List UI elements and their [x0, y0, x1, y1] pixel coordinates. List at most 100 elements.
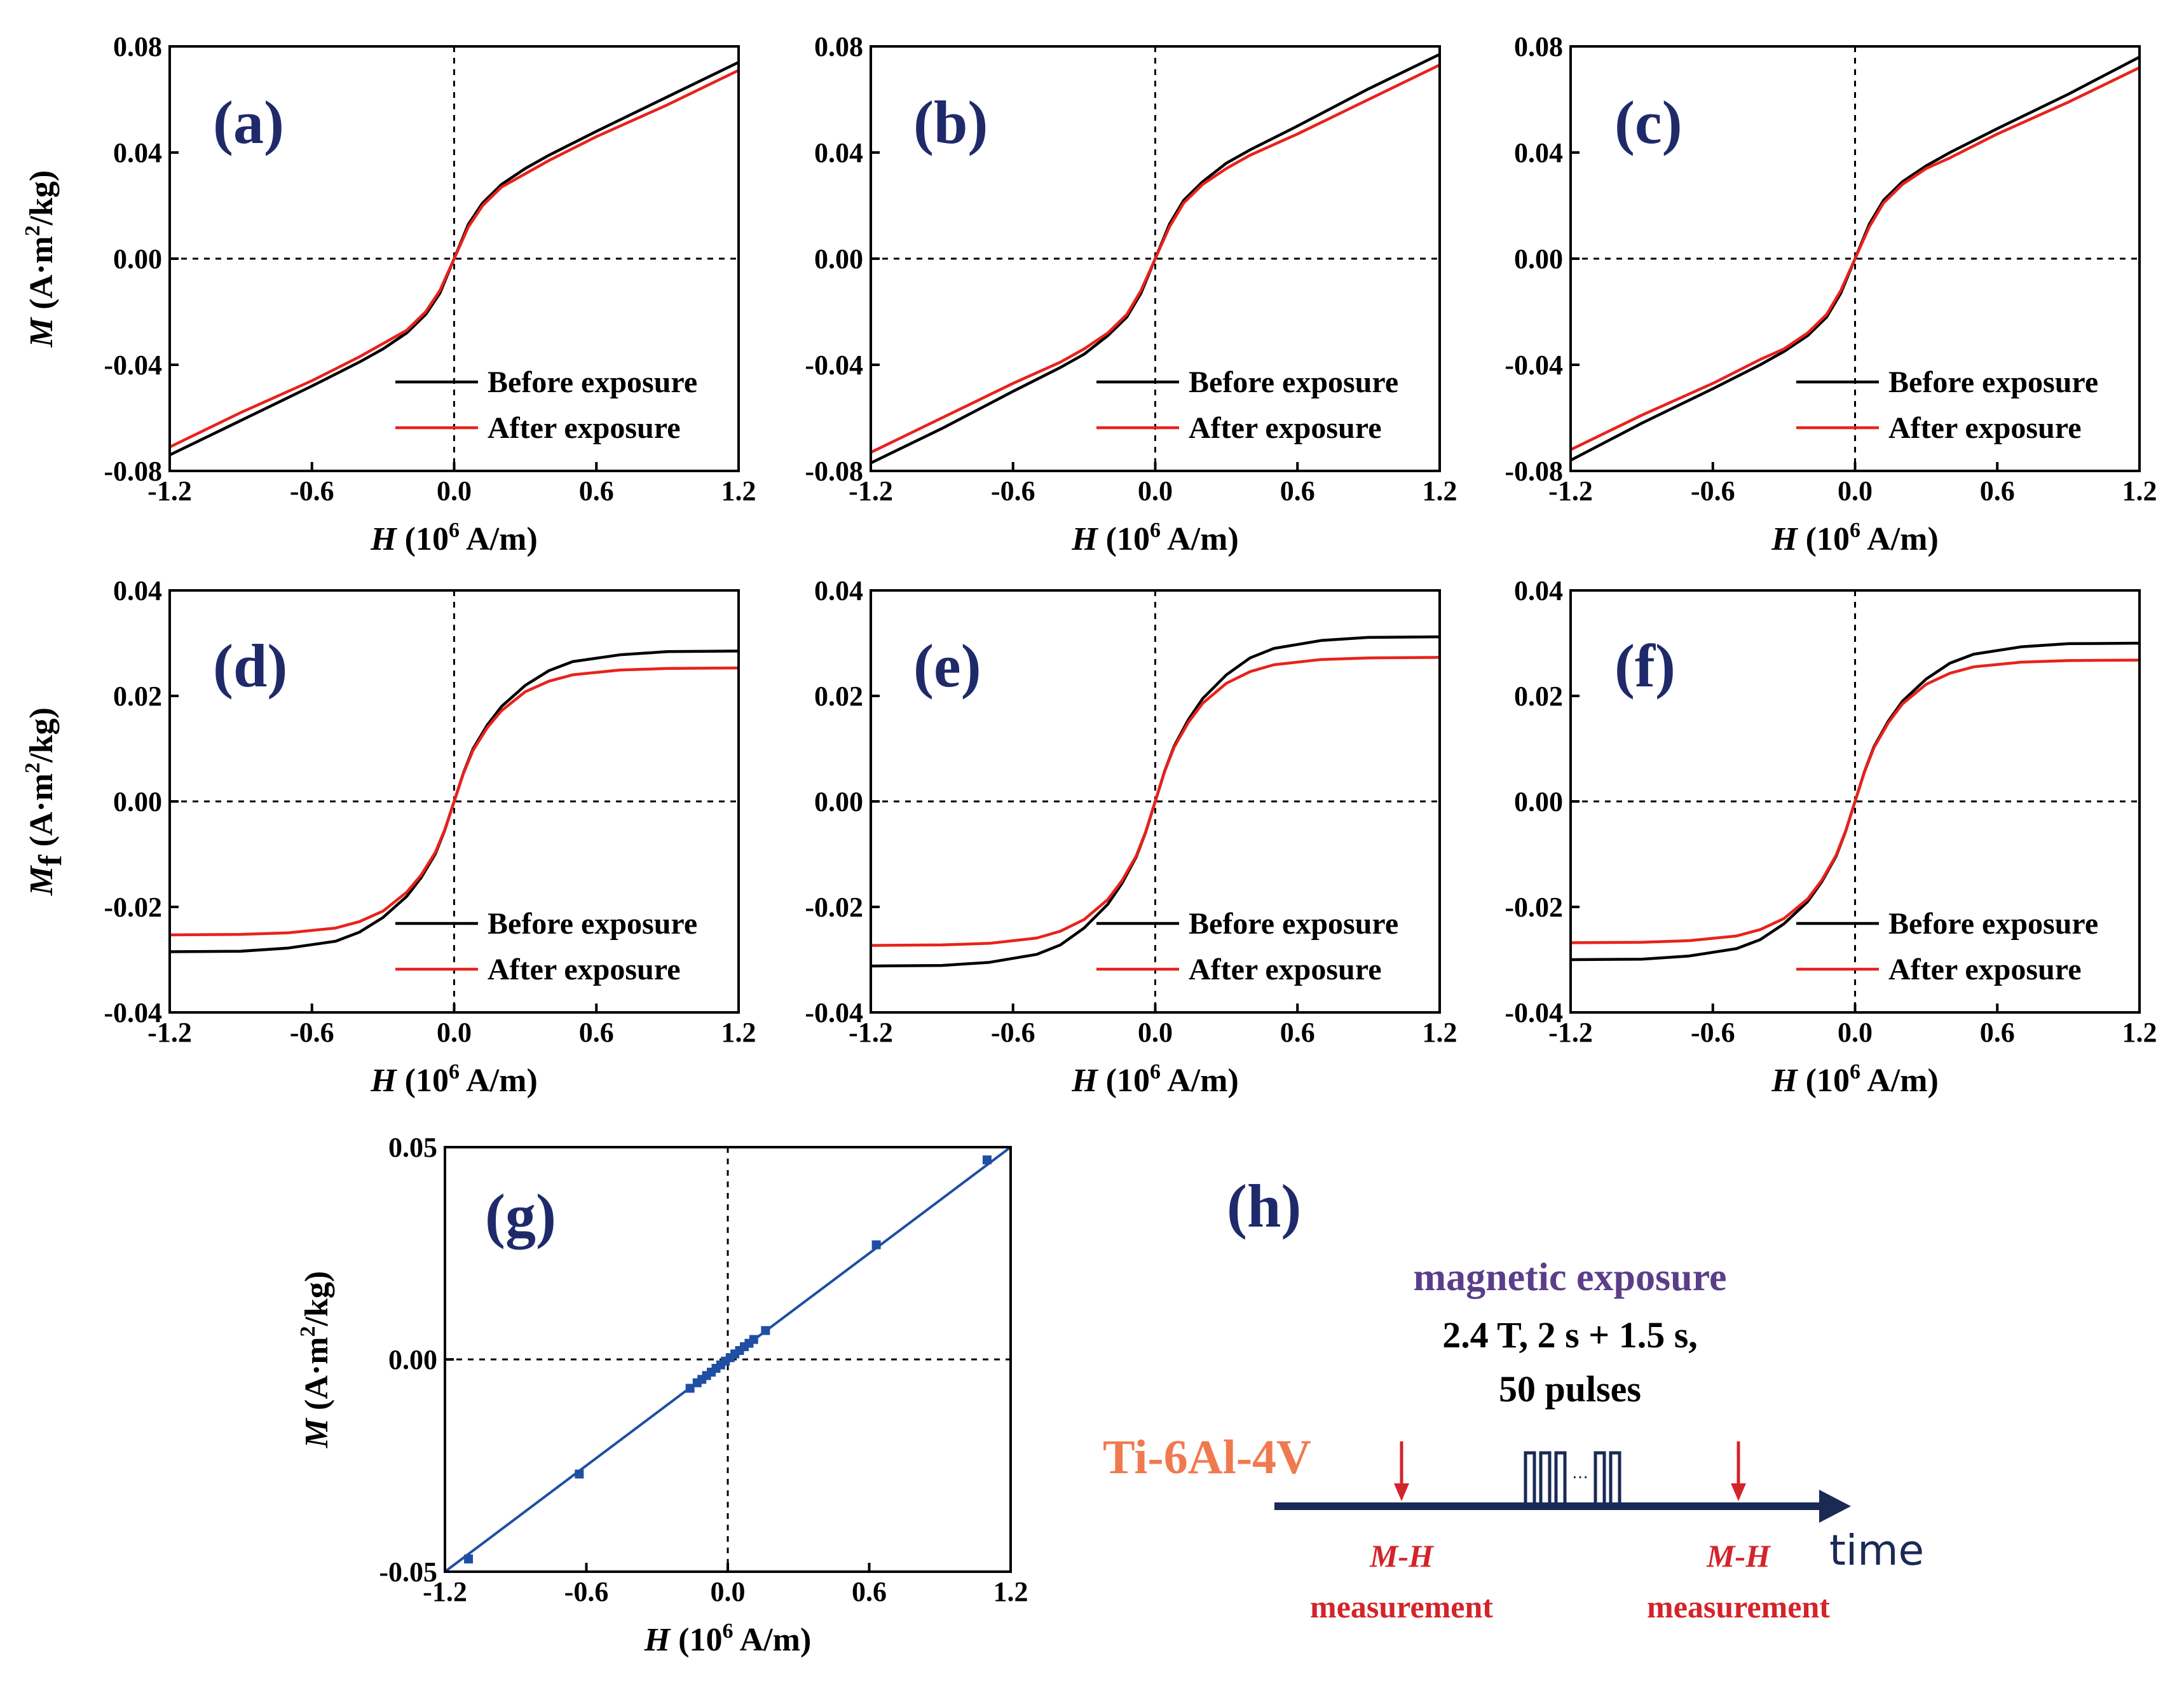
panel-label: (e) [913, 632, 981, 700]
y-tick-label: -0.04 [805, 350, 863, 381]
x-axis-exponent: 6 [1850, 1060, 1860, 1084]
plot-frame [870, 589, 1441, 1014]
y-tick-label: 0.00 [814, 786, 863, 817]
x-tick-label: -0.6 [991, 1017, 1035, 1048]
x-tick-label: 0.0 [437, 1017, 472, 1048]
y-tick-label: -0.04 [104, 997, 162, 1028]
chart-panel: -1.2 -0.6 0.0 0.6 1.2 -0.04 -0.02 0.00 0.02 0.04 B… [21, 575, 756, 1099]
legend: Before exposure After exposure [1796, 365, 2098, 445]
x-tick-label: -0.6 [1691, 475, 1735, 507]
y-tick-label: 0.00 [1514, 243, 1563, 275]
x-axis-unit: (10 [397, 1063, 449, 1099]
exposure-parameters: 2.4 T, 2 s + 1.5 s, [1442, 1314, 1698, 1356]
y-axis-unit-tail: /kg) [24, 170, 60, 226]
y-axis-exponent: 2 [21, 763, 44, 773]
legend: Before exposure After exposure [1796, 907, 2098, 986]
data-point [871, 1240, 881, 1249]
panel-label: (g) [485, 1181, 556, 1249]
time-label: time [1829, 1526, 1924, 1575]
y-tick-label: 0.04 [814, 137, 863, 168]
y-tick-label: -0.02 [805, 892, 863, 923]
y-axis-unit-tail: /kg) [299, 1271, 335, 1327]
pulse-train [1524, 1451, 1621, 1502]
measurement-before: M-H measurement [1310, 1441, 1493, 1624]
x-axis-unit-tail: A/m) [1161, 1063, 1239, 1099]
x-tick-label: 1.2 [2122, 475, 2157, 507]
x-tick-label: 0.6 [1980, 1017, 2015, 1048]
x-axis-label: H (106 A/m) [370, 1060, 538, 1099]
x-axis-unit: (10 [670, 1622, 722, 1658]
y-axis-label: Mf (A·m2/kg) [21, 707, 69, 896]
y-tick-label: -0.08 [1505, 456, 1563, 487]
x-axis-unit: (10 [397, 521, 449, 557]
x-tick-label: -0.6 [290, 1017, 334, 1048]
panel-label: (f) [1614, 632, 1676, 700]
x-axis-symbol: H [370, 521, 397, 557]
y-tick-label: 0.04 [1514, 137, 1563, 168]
y-axis-symbol: M [24, 316, 60, 348]
y-tick-label: 0.04 [113, 575, 162, 606]
measurement-type: M-H [1369, 1538, 1435, 1574]
chart-panels: -1.2 -0.6 0.0 0.6 1.2 -0.08 -0.04 0.00 0.04 0.08 B… [21, 31, 2157, 1658]
y-axis-label: M (A·m2/kg) [21, 170, 60, 348]
x-axis-unit-tail: A/m) [1860, 1063, 1939, 1099]
x-tick-label: 0.0 [1138, 1017, 1173, 1048]
legend-label: After exposure [488, 411, 681, 445]
time-axis-arrowhead [1819, 1490, 1851, 1523]
x-tick-label: 0.0 [1838, 475, 1873, 507]
plot-frame [1569, 589, 2141, 1014]
legend-label: Before exposure [488, 907, 697, 941]
plot-frame [168, 45, 740, 472]
chart-panel: -1.2 -0.6 0.0 0.6 1.2 -0.08 -0.04 0.00 0.04 0.08 B… [805, 31, 1457, 557]
x-axis-unit-tail: A/m) [460, 1063, 538, 1099]
pulse-ellipsis: … [1572, 1464, 1588, 1483]
y-tick-label: 0.08 [1514, 31, 1563, 62]
x-axis-unit-tail: A/m) [734, 1622, 812, 1658]
x-axis-label: H (106 A/m) [644, 1619, 812, 1658]
x-tick-label: 0.0 [437, 475, 472, 507]
x-tick-label: -1.2 [1548, 475, 1593, 507]
legend: Before exposure After exposure [395, 907, 697, 986]
x-tick-label: 1.2 [1423, 475, 1457, 507]
x-axis-label: H (106 A/m) [1071, 519, 1239, 557]
y-tick-label: 0.00 [113, 243, 162, 275]
legend-label: After exposure [1189, 411, 1382, 445]
y-axis-unit: (A·m [24, 773, 60, 855]
y-axis-unit: (A·m [299, 1337, 335, 1419]
legend-label: Before exposure [1888, 907, 2098, 941]
y-axis-symbol: M [299, 1417, 335, 1448]
x-axis-unit: (10 [1798, 1063, 1850, 1099]
chart-panel: -1.2 -0.6 0.0 0.6 1.2 -0.05 0.00 0.05 H (106 A/m… [296, 1132, 1028, 1658]
data-point [982, 1155, 992, 1165]
data-point [575, 1469, 584, 1479]
x-tick-label: 1.2 [1423, 1017, 1457, 1048]
y-tick-label: -0.04 [805, 997, 863, 1028]
exposure-title: magnetic exposure [1413, 1256, 1726, 1299]
x-axis-symbol: H [1071, 1063, 1098, 1099]
x-tick-label: 0.6 [1980, 475, 2015, 507]
x-axis-exponent: 6 [1150, 1060, 1161, 1084]
x-axis-label: H (106 A/m) [370, 519, 538, 557]
data-point [685, 1384, 695, 1393]
legend: Before exposure After exposure [395, 365, 697, 445]
panel-label: (b) [913, 88, 988, 156]
x-axis-label: H (106 A/m) [1771, 519, 1939, 557]
x-axis-exponent: 6 [723, 1619, 734, 1643]
series-after-exposure [1570, 66, 2140, 451]
x-tick-label: 1.2 [721, 475, 756, 507]
series-after-exposure [1570, 658, 2140, 944]
series-after-exposure [870, 64, 1440, 454]
y-axis-symbol: M [24, 865, 60, 896]
x-tick-label: -1.2 [1548, 1017, 1593, 1048]
measurement-after: M-H measurement [1647, 1441, 1830, 1624]
x-tick-label: -1.2 [849, 475, 893, 507]
x-axis-exponent: 6 [449, 519, 460, 542]
chart-panel: -1.2 -0.6 0.0 0.6 1.2 -0.08 -0.04 0.00 0.04 0.08 B… [21, 31, 756, 557]
x-axis-unit-tail: A/m) [1860, 521, 1939, 557]
panel-label: (d) [213, 632, 287, 700]
y-tick-label: -0.08 [104, 456, 162, 487]
x-axis-label: H (106 A/m) [1771, 1060, 1939, 1099]
chart-panel: -1.2 -0.6 0.0 0.6 1.2 -0.08 -0.04 0.00 0.04 0.08 B… [1505, 31, 2157, 557]
y-tick-label: 0.05 [388, 1132, 437, 1163]
y-tick-label: 0.04 [814, 575, 863, 606]
